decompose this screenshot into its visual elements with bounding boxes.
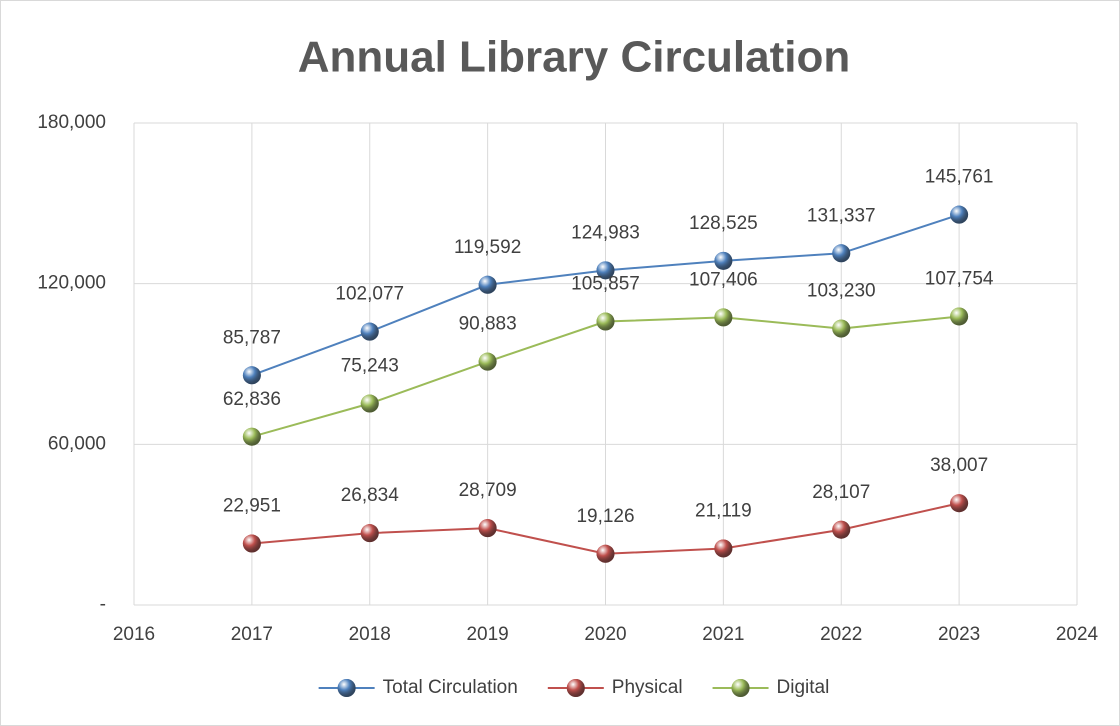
- data-label: 131,337: [807, 205, 876, 226]
- data-point-shade: [832, 244, 851, 263]
- data-point-shade: [242, 534, 261, 553]
- x-tick-label: 2020: [584, 624, 626, 645]
- data-label: 107,754: [925, 268, 994, 289]
- x-tick-label: 2018: [349, 624, 391, 645]
- data-point-shade: [242, 427, 261, 446]
- data-point-shade: [596, 312, 615, 331]
- legend-marker-shade: [566, 679, 585, 697]
- data-point-shade: [832, 520, 851, 539]
- data-point-shade: [478, 275, 497, 294]
- data-label: 26,834: [341, 485, 400, 506]
- data-label: 75,243: [341, 356, 399, 377]
- data-label: 85,787: [223, 327, 281, 348]
- data-point-shade: [242, 366, 261, 385]
- legend-marker-shade: [731, 679, 750, 697]
- data-point-shade: [950, 494, 969, 513]
- data-point-shade: [950, 307, 969, 326]
- x-tick-label: 2017: [231, 624, 273, 645]
- x-tick-label: 2022: [820, 624, 862, 645]
- x-tick-label: 2023: [938, 624, 980, 645]
- data-label: 102,077: [335, 284, 404, 305]
- data-label: 21,119: [695, 500, 752, 521]
- data-point-shade: [832, 319, 851, 338]
- data-point-shade: [596, 544, 615, 563]
- data-label: 62,836: [223, 389, 281, 410]
- data-label: 124,983: [571, 222, 640, 243]
- data-point-shade: [478, 352, 497, 371]
- data-point-shade: [714, 539, 733, 558]
- y-tick-label: -: [100, 594, 106, 615]
- data-label: 28,107: [812, 482, 870, 503]
- data-label: 28,709: [459, 480, 517, 501]
- y-tick-label: 120,000: [37, 273, 106, 294]
- x-tick-label: 2016: [113, 624, 155, 645]
- y-tick-label: 60,000: [48, 433, 106, 454]
- data-point-shade: [714, 251, 733, 270]
- legend-label: Digital: [777, 677, 830, 698]
- legend-marker-shade: [337, 679, 356, 697]
- data-point-shade: [714, 308, 733, 327]
- data-label: 145,761: [925, 167, 994, 188]
- y-tick-label: 180,000: [37, 112, 106, 133]
- legend-label: Physical: [612, 677, 683, 698]
- data-label: 107,406: [689, 269, 758, 290]
- x-tick-label: 2019: [466, 624, 508, 645]
- data-point-shade: [950, 205, 969, 224]
- x-tick-label: 2024: [1056, 624, 1099, 645]
- data-label: 38,007: [930, 455, 988, 476]
- data-label: 90,883: [459, 314, 517, 335]
- x-tick-label: 2021: [702, 624, 744, 645]
- data-point-shade: [360, 394, 379, 413]
- data-point-shade: [360, 322, 379, 341]
- data-point-shade: [478, 519, 497, 538]
- data-label: 19,126: [576, 506, 634, 527]
- data-label: 103,230: [807, 281, 876, 302]
- data-label: 119,592: [454, 237, 521, 258]
- data-label: 105,857: [571, 274, 640, 295]
- data-point-shade: [360, 524, 379, 543]
- data-point-shade: [596, 261, 615, 280]
- legend-label: Total Circulation: [383, 677, 518, 698]
- chart-title: Annual Library Circulation: [298, 33, 851, 82]
- data-label: 128,525: [689, 213, 758, 234]
- data-label: 22,951: [223, 496, 281, 517]
